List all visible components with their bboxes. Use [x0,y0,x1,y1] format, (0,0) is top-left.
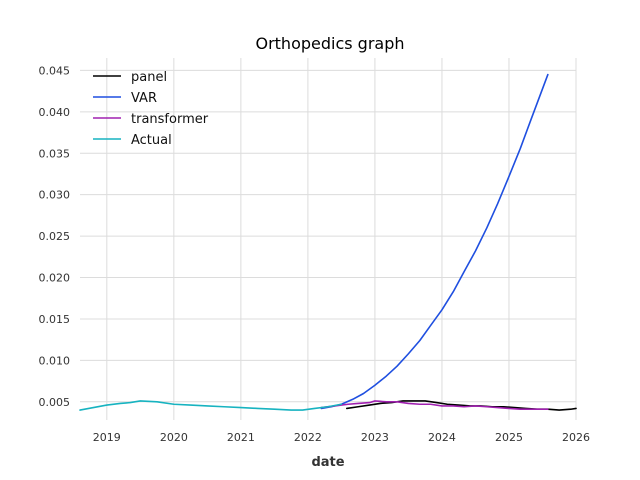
series-line-actual [79,400,343,411]
y-tick-label: 0.020 [39,272,71,285]
legend-label: panel [131,70,167,85]
y-tick-label: 0.045 [39,64,71,77]
grid [80,58,577,420]
legend-label: transformer [131,112,209,127]
x-tick-label: 2020 [160,431,188,444]
x-tick-label: 2024 [428,431,456,444]
legend-label: Actual [131,133,172,148]
legend-item-var: VAR [93,91,157,106]
legend-item-actual: Actual [93,133,172,148]
y-tick-label: 0.030 [39,189,71,202]
y-tick-label: 0.010 [39,354,71,367]
x-tick-label: 2019 [93,431,121,444]
legend-label: VAR [131,91,157,106]
x-tick-label: 2021 [227,431,255,444]
series-lines [79,73,577,411]
y-tick-label: 0.040 [39,106,71,119]
x-axis-label: date [311,455,344,470]
series-line-transformer [320,400,549,411]
y-tick-label: 0.015 [39,313,71,326]
x-axis-ticks: 2019 2020 2021 2022 2023 2024 2025 2026 [93,431,590,444]
x-tick-label: 2022 [294,431,322,444]
legend-item-transformer: transformer [93,112,209,127]
x-tick-label: 2023 [361,431,389,444]
y-tick-label: 0.005 [39,396,71,409]
legend-item-panel: panel [93,70,167,85]
x-tick-label: 2026 [562,431,590,444]
chart-title: Orthopedics graph [255,34,404,53]
y-tick-label: 0.025 [39,230,71,243]
y-axis-ticks: 0.005 0.010 0.015 0.020 0.025 0.030 0.035 0.040… [39,64,71,408]
series-line-var [320,73,549,410]
y-tick-label: 0.035 [39,147,71,160]
legend: panel VAR transformer Actual [93,70,209,148]
x-tick-label: 2025 [495,431,523,444]
